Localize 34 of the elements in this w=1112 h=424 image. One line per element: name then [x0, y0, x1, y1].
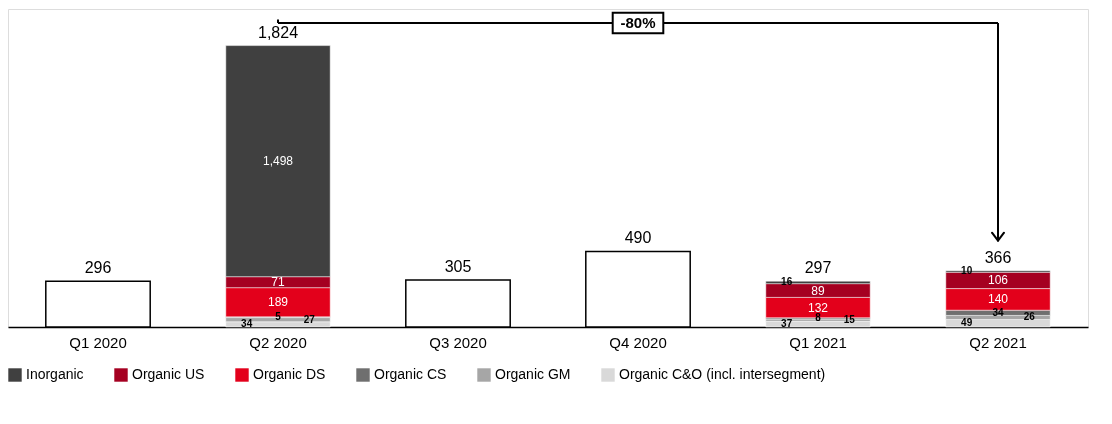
- data-label: 305: [444, 257, 472, 275]
- data-label: 27: [303, 313, 316, 325]
- x-tick-label: Q3 2020: [429, 333, 487, 351]
- data-label: 49: [961, 317, 973, 329]
- data-label: 89: [811, 283, 825, 298]
- legend-label: Inorganic: [26, 366, 84, 382]
- x-tick-label: Q4 2020: [609, 333, 667, 351]
- total-label: 297: [804, 259, 832, 277]
- data-label: 37: [781, 318, 793, 330]
- x-tick-label: Q2 2020: [249, 333, 307, 351]
- data-label: 1,498: [262, 154, 294, 169]
- text: -80%: [620, 14, 656, 31]
- data-label: 26: [1023, 311, 1036, 323]
- total-label: 1,824: [257, 23, 299, 41]
- bar: [225, 321, 331, 328]
- x-tick-label: Q1 2020: [69, 333, 127, 351]
- x-tick-label: Q1 2021: [789, 333, 847, 351]
- data-label: 140: [987, 292, 1009, 307]
- data-label: 106: [987, 273, 1009, 288]
- data-label: 296: [84, 259, 112, 277]
- legend-label: Organic GM: [495, 366, 571, 382]
- legend-label: Organic DS: [253, 366, 326, 382]
- data-label: 34: [241, 318, 253, 330]
- bar: [765, 321, 871, 328]
- bar: [945, 319, 1051, 328]
- data-label: 490: [624, 229, 652, 247]
- data-label: 71: [271, 275, 285, 290]
- data-label: 15: [843, 314, 856, 326]
- legend-label: Organic C&O (incl. intersegment): [619, 366, 826, 382]
- x-tick-label: Q2 2021: [969, 333, 1027, 351]
- legend-label: Organic US: [132, 366, 205, 382]
- legend-label: Organic CS: [374, 366, 447, 382]
- data-label: 189: [267, 295, 289, 310]
- total-label: 366: [984, 248, 1012, 266]
